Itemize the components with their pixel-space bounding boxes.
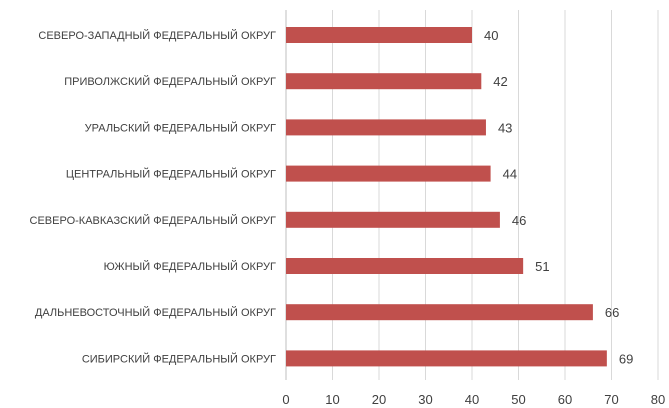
bar xyxy=(286,119,486,136)
bar xyxy=(286,73,482,90)
data-label: 51 xyxy=(535,259,549,274)
category-label: ПРИВОЛЖСКИЙ ФЕДЕРАЛЬНЫЙ ОКРУГ xyxy=(64,75,276,88)
bar xyxy=(286,165,491,182)
data-label: 43 xyxy=(498,120,512,135)
x-tick-label: 0 xyxy=(282,392,289,407)
category-label: УРАЛЬСКИЙ ФЕДЕРАЛЬНЫЙ ОКРУГ xyxy=(85,121,276,134)
value-labels: 40 42 43 44 46 51 66 69 xyxy=(484,28,633,366)
bar xyxy=(286,258,524,274)
x-tick-label: 60 xyxy=(558,392,572,407)
x-tick-label: 20 xyxy=(372,392,386,407)
category-labels: СЕВЕРО-ЗАПАДНЫЙ ФЕДЕРАЛЬНЫЙ ОКРУГ ПРИВОЛЖ… xyxy=(30,29,277,365)
data-label: 40 xyxy=(484,28,498,43)
data-label: 46 xyxy=(512,213,526,228)
category-label: ЦЕНТРАЛЬНЫЙ ФЕДЕРАЛЬНЫЙ ОКРУГ xyxy=(66,168,276,181)
bar xyxy=(286,27,472,43)
data-label: 44 xyxy=(503,167,517,182)
x-tick-label: 40 xyxy=(465,392,479,407)
x-tick-label: 80 xyxy=(651,392,665,407)
grid-lines xyxy=(285,10,659,380)
category-label: СЕВЕРО-КАВКАЗСКИЙ ФЕДЕРАЛЬНЫЙ ОКРУГ xyxy=(30,214,277,227)
category-label: ДАЛЬНЕВОСТОЧНЫЙ ФЕДЕРАЛЬНЫЙ ОКРУГ xyxy=(35,306,276,319)
x-tick-label: 70 xyxy=(604,392,618,407)
bar xyxy=(286,211,500,228)
bar xyxy=(286,350,607,367)
bars xyxy=(286,27,607,367)
bar xyxy=(286,304,593,321)
x-tick-label: 30 xyxy=(418,392,432,407)
x-tick-label: 10 xyxy=(325,392,339,407)
x-tick-label: 50 xyxy=(511,392,525,407)
data-label: 66 xyxy=(605,305,619,320)
category-label: СИБИРСКИЙ ФЕДЕРАЛЬНЫЙ ОКРУГ xyxy=(82,352,276,365)
data-label: 42 xyxy=(493,74,507,89)
data-label: 69 xyxy=(619,351,633,366)
category-label: СЕВЕРО-ЗАПАДНЫЙ ФЕДЕРАЛЬНЫЙ ОКРУГ xyxy=(38,29,276,42)
x-axis-tick-labels: 0 10 20 30 40 50 60 70 80 xyxy=(282,392,665,407)
category-label: ЮЖНЫЙ ФЕДЕРАЛЬНЫЙ ОКРУГ xyxy=(104,260,276,273)
